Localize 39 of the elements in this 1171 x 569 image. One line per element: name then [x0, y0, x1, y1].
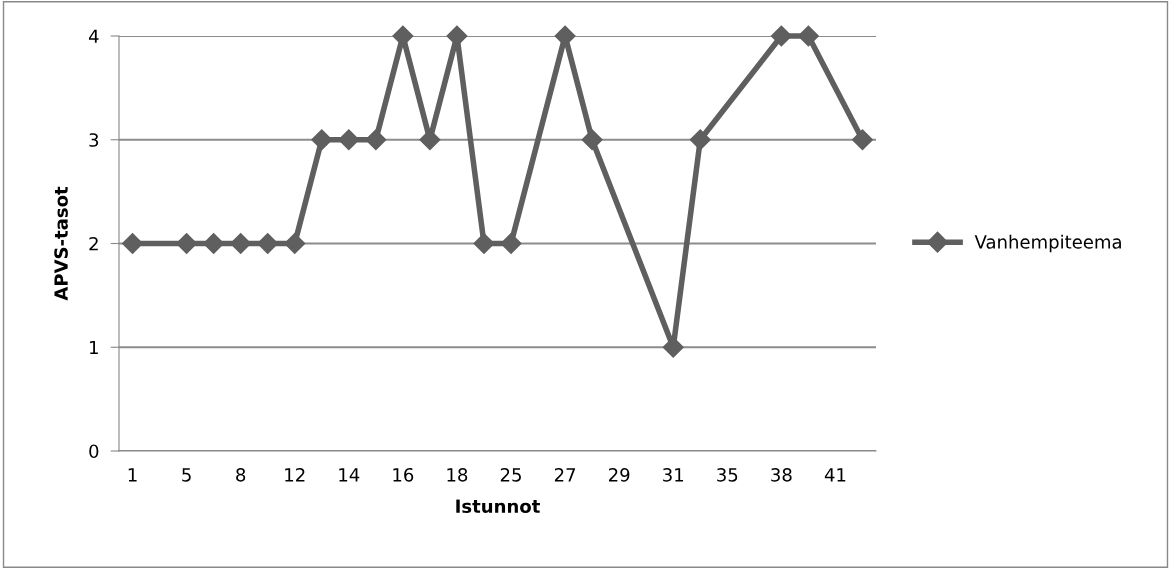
- point: [284, 232, 306, 255]
- x-tick-label: 5: [182, 468, 191, 482]
- x-tick-label: 12: [285, 467, 305, 482]
- point: [338, 129, 360, 151]
- y-tick-label: 4: [88, 29, 99, 43]
- x-axis-title: Istunnot: [456, 499, 540, 514]
- point: [311, 129, 333, 151]
- point: [581, 129, 603, 151]
- point: [770, 25, 792, 47]
- x-tick-label: 38: [771, 467, 792, 482]
- x-tick-label: 41: [824, 468, 846, 482]
- x-tick-label: 14: [339, 468, 360, 482]
- point: [500, 232, 522, 255]
- point: [689, 129, 711, 151]
- y-tick-label: 1: [90, 340, 98, 355]
- y-tick-label: 3: [89, 133, 99, 147]
- y-tick-label: 0: [89, 444, 99, 459]
- x-tick-label: 8: [236, 467, 246, 482]
- x-tick-label: 18: [447, 467, 468, 482]
- legend-label: Vanhempiteema: [974, 234, 1121, 253]
- point: [473, 232, 495, 255]
- point: [797, 25, 819, 47]
- point: [176, 232, 198, 255]
- point: [230, 232, 252, 255]
- y-axis-title: APVS-tasot: [54, 186, 68, 301]
- point: [365, 129, 387, 151]
- x-tick-label: 29: [609, 467, 630, 482]
- x-tick-label: 16: [393, 467, 414, 482]
- x-tick-label: 31: [663, 467, 684, 482]
- point: [203, 232, 225, 255]
- point: [851, 129, 873, 151]
- point: [257, 232, 279, 255]
- x-tick-label: 1: [128, 468, 137, 482]
- x-tick-label: 25: [500, 467, 521, 482]
- x-tick-label: 35: [717, 467, 738, 482]
- y-tick-label: 2: [89, 236, 98, 251]
- x-tick-label: 27: [554, 467, 576, 482]
- point: [446, 25, 468, 47]
- point: [122, 232, 144, 255]
